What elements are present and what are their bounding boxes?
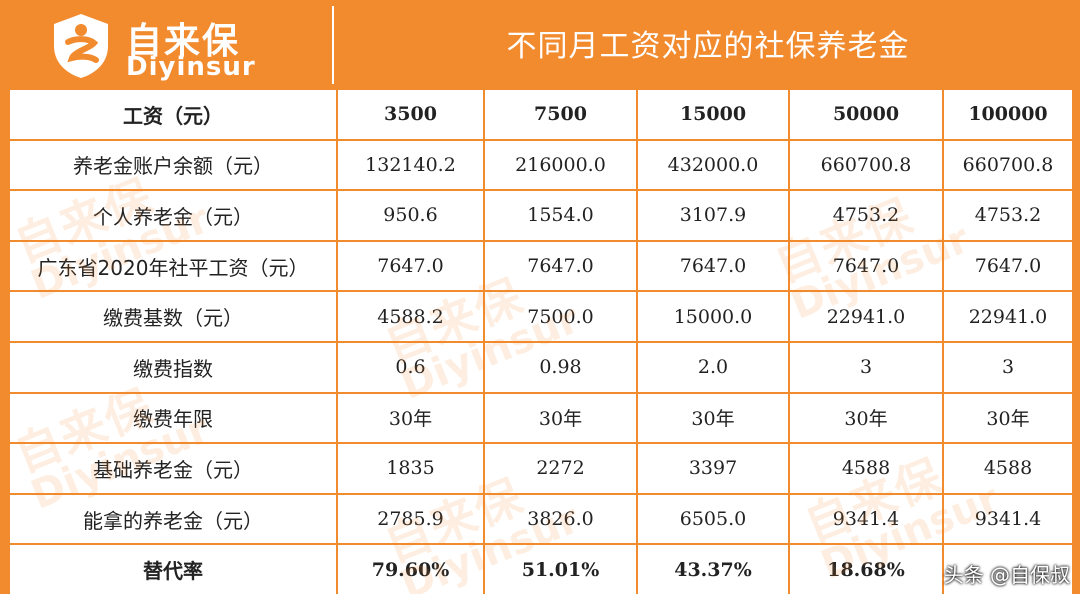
row-label: 缴费指数 (8, 340, 338, 394)
header-row: 工资（元） 3500 7500 15000 50000 100000 (8, 88, 1074, 141)
table-cell: 7647.0 (788, 239, 944, 293)
table-cell: 22941.0 (788, 290, 944, 343)
table-cell: 4588.2 (336, 290, 485, 343)
table-cell: 0.98 (483, 340, 638, 394)
row-label: 替代率 (8, 543, 338, 594)
table-cell: 15000 (636, 88, 790, 141)
table-cell: 660700.8 (942, 138, 1074, 192)
table-row: 养老金账户余额（元） 132140.2 216000.0 432000.0 660700… (8, 138, 1074, 192)
table-cell: 30年 (483, 391, 638, 445)
shield-logo-icon (54, 14, 108, 78)
table-cell: 3 (942, 340, 1074, 394)
row-label: 个人养老金（元） (8, 189, 338, 242)
table-row: 个人养老金（元） 950.6 1554.0 3107.9 4753.2 4753.2 (8, 189, 1074, 242)
table-cell: 4753.2 (942, 189, 1074, 242)
table-cell: 132140.2 (336, 138, 485, 192)
table-cell: 15000.0 (636, 290, 790, 343)
table-cell: 660700.8 (788, 138, 944, 192)
row-label: 基础养老金（元） (8, 442, 338, 495)
row-label: 工资（元） (8, 88, 338, 141)
table-cell: 7647.0 (336, 239, 485, 293)
table-cell: 0.6 (336, 340, 485, 394)
header-bar: 自来保 Diyinsur 不同月工资对应的社保养老金 (0, 0, 1080, 86)
table-row: 缴费基数（元） 4588.2 7500.0 15000.0 22941.0 22941.0 (8, 290, 1074, 343)
table-cell: 50000 (788, 88, 944, 141)
row-label: 养老金账户余额（元） (8, 138, 338, 192)
page-title: 不同月工资对应的社保养老金 (506, 29, 910, 64)
table-cell: 2.0 (636, 340, 790, 394)
table-cell: 22941.0 (942, 290, 1074, 343)
table-cell: 43.37% (636, 543, 790, 594)
table-cell: 2785.9 (336, 492, 485, 546)
logo-english-text: Diyinsur (126, 52, 256, 82)
table-cell: 7647.0 (483, 239, 638, 293)
table-row: 缴费指数 0.6 0.98 2.0 3 3 (8, 340, 1074, 394)
table-cell: 100000 (942, 88, 1074, 141)
pension-table: 工资（元） 3500 7500 15000 50000 100000 养老金账户余额（元） 1… (8, 88, 1074, 594)
source-credit: 头条 @自保叔 (943, 563, 1070, 587)
table-cell: 432000.0 (636, 138, 790, 192)
table-row: 基础养老金（元） 1835 2272 3397 4588 4588 (8, 442, 1074, 495)
table-cell: 1554.0 (483, 189, 638, 242)
table-cell: 3826.0 (483, 492, 638, 546)
table-cell: 4753.2 (788, 189, 944, 242)
table-row: 能拿的养老金（元） 2785.9 3826.0 6505.0 9341.4 9341.4 (8, 492, 1074, 546)
logo-chinese-text: 自来保 (126, 21, 241, 62)
table-cell: 950.6 (336, 189, 485, 242)
table-cell: 1835 (336, 442, 485, 495)
table-cell: 3 (788, 340, 944, 394)
table-cell: 4588 (942, 442, 1074, 495)
table-cell: 3107.9 (636, 189, 790, 242)
brand-logo: 自来保 Diyinsur (8, 6, 334, 84)
pension-table-container: 工资（元） 3500 7500 15000 50000 100000 养老金账户余额（元） 1… (7, 88, 1074, 594)
table-cell: 3397 (636, 442, 790, 495)
table-cell: 3500 (336, 88, 485, 141)
table-cell: 7647.0 (636, 239, 790, 293)
table-cell: 30年 (336, 391, 485, 445)
table-cell: 4588 (788, 442, 944, 495)
table-cell: 6505.0 (636, 492, 790, 546)
row-label: 能拿的养老金（元） (8, 492, 338, 546)
table-cell: 7647.0 (942, 239, 1074, 293)
row-label: 广东省2020年社平工资（元） (8, 239, 338, 293)
table-row: 广东省2020年社平工资（元） 7647.0 7647.0 7647.0 7647.0 7… (8, 239, 1074, 293)
table-row: 缴费年限 30年 30年 30年 30年 30年 (8, 391, 1074, 445)
table-cell: 79.60% (336, 543, 485, 594)
footer-row: 替代率 79.60% 51.01% 43.37% 18.68% (8, 543, 1074, 594)
row-label: 缴费年限 (8, 391, 338, 445)
table-cell: 7500 (483, 88, 638, 141)
table-cell: 9341.4 (788, 492, 944, 546)
row-label: 缴费基数（元） (8, 290, 338, 343)
table-cell: 9341.4 (942, 492, 1074, 546)
table-cell: 30年 (942, 391, 1074, 445)
table-cell: 18.68% (788, 543, 944, 594)
table-cell (942, 543, 1074, 594)
table-cell: 30年 (636, 391, 790, 445)
table-cell: 7500.0 (483, 290, 638, 343)
table-cell: 2272 (483, 442, 638, 495)
table-cell: 30年 (788, 391, 944, 445)
table-cell: 51.01% (483, 543, 638, 594)
table-cell: 216000.0 (483, 138, 638, 192)
